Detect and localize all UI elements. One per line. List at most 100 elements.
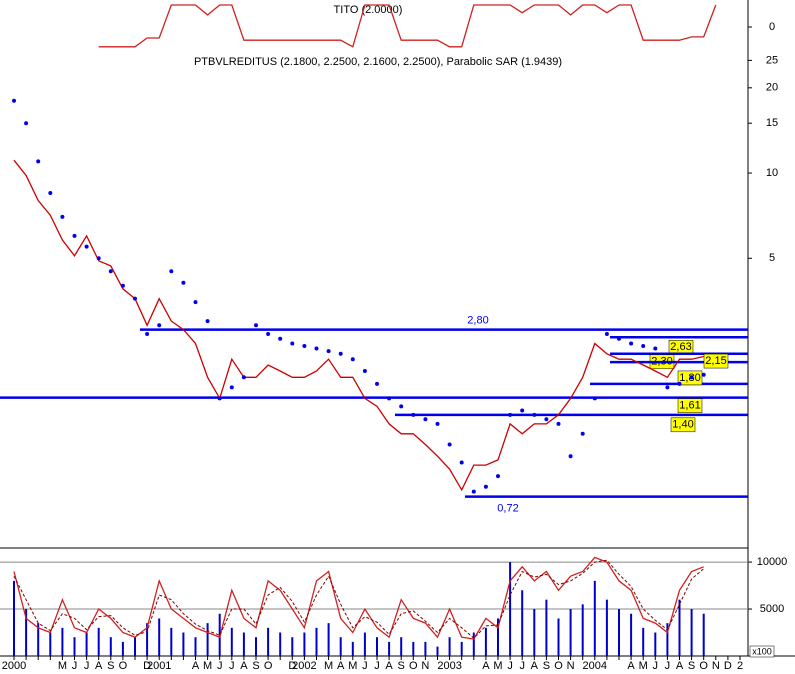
x-tick-label: O xyxy=(119,660,128,672)
sar-dot xyxy=(435,421,440,426)
sar-dot xyxy=(653,346,658,351)
volume-bar xyxy=(182,632,185,656)
volume-bar xyxy=(509,562,512,656)
y-tick-label: 5 xyxy=(769,252,775,264)
x-tick-label: M xyxy=(493,660,502,672)
x-tick-label: A xyxy=(385,660,393,672)
x-tick-label: D xyxy=(143,660,151,672)
volume-bar xyxy=(521,590,524,656)
x-tick-label: A xyxy=(240,660,248,672)
volume-bar xyxy=(388,641,391,656)
y-tick-label: 25 xyxy=(766,54,778,66)
sar-dot xyxy=(217,396,222,401)
sar-dot xyxy=(508,412,513,417)
volume-bar xyxy=(339,637,342,656)
sar-dot xyxy=(423,417,428,422)
sar-dot xyxy=(96,256,101,261)
sar-dot xyxy=(266,332,271,337)
volume-bar xyxy=(121,641,124,656)
level-label-box xyxy=(677,398,703,413)
volume-bar xyxy=(666,623,669,656)
sar-dot xyxy=(169,269,174,274)
sar-dot xyxy=(314,346,319,351)
y-tick-label: 20 xyxy=(766,82,778,94)
volume-bar xyxy=(654,632,657,656)
x-tick-label: A xyxy=(482,660,490,672)
volume-bar xyxy=(230,627,233,656)
x-tick-label: 2002 xyxy=(292,660,316,672)
sar-dot xyxy=(447,442,452,447)
sar-dot xyxy=(120,283,125,288)
x-tick-label: J xyxy=(507,660,513,672)
x-tick-label: O xyxy=(264,660,273,672)
volume-bar xyxy=(581,604,584,656)
sar-dot xyxy=(181,280,186,285)
sar-dot xyxy=(604,332,609,337)
sar-dot xyxy=(617,336,621,341)
x-tick-label: 2000 xyxy=(2,660,26,672)
x-tick-label: 2 xyxy=(737,660,743,672)
x-tick-label: M xyxy=(348,660,357,672)
volume-bar xyxy=(618,609,620,656)
y-tick-label: 10000 xyxy=(757,556,788,568)
x-tick-label: A xyxy=(676,660,684,672)
volume-bar xyxy=(690,609,693,656)
volume-bar xyxy=(593,580,596,656)
volume-bar xyxy=(158,618,161,656)
x-tick-label: J xyxy=(362,660,368,672)
sar-dot xyxy=(193,300,198,305)
series-line xyxy=(98,4,717,48)
sar-dot xyxy=(157,323,162,328)
x-tick-label: 2003 xyxy=(437,660,461,672)
sar-dot xyxy=(36,159,41,164)
sar-dot xyxy=(580,431,585,436)
volume-bar xyxy=(400,637,403,656)
volume-bar xyxy=(472,632,475,656)
x-tick-label: J xyxy=(374,660,380,672)
volume-bar xyxy=(242,632,245,656)
sar-dot xyxy=(592,396,597,401)
x-tick-label: M xyxy=(324,660,333,672)
volume-bar xyxy=(642,627,645,656)
volume-bar xyxy=(13,580,15,656)
x-tick-label: A xyxy=(627,660,635,672)
sar-dot xyxy=(229,385,234,390)
volume-bar xyxy=(557,618,560,656)
unit-label: x100 xyxy=(752,646,772,656)
volume-bar xyxy=(97,627,100,656)
panel-title: PTBVLREDITUS (2.1800, 2.2500, 2.1600, 2.… xyxy=(194,56,562,68)
sar-dot xyxy=(556,421,561,426)
volume-bar xyxy=(630,613,633,656)
x-tick-label: 2004 xyxy=(583,660,607,672)
sar-dot xyxy=(496,474,500,479)
series-line xyxy=(13,556,704,640)
sar-dot xyxy=(568,454,573,459)
volume-bar xyxy=(351,641,354,656)
volume-bar xyxy=(73,637,76,656)
x-tick-label: J xyxy=(665,660,671,672)
sar-dot xyxy=(544,417,549,422)
volume-bar xyxy=(569,609,572,656)
level-label-box xyxy=(670,417,696,433)
volume-bar xyxy=(460,641,463,656)
sar-dot xyxy=(326,349,331,354)
sar-dot xyxy=(48,191,53,196)
sar-dot xyxy=(471,489,476,494)
sar-dot xyxy=(483,484,488,489)
sar-dot xyxy=(84,244,89,249)
sar-dot xyxy=(24,121,29,126)
level-label: 0,72 xyxy=(497,502,518,514)
volume-bar xyxy=(134,637,136,656)
volume-bar xyxy=(424,641,427,656)
y-tick-label: 10 xyxy=(766,167,778,179)
sar-dot xyxy=(133,296,137,301)
x-tick-label: O xyxy=(699,660,708,672)
x-tick-label: J xyxy=(72,660,78,672)
sar-dot xyxy=(629,341,634,346)
x-tick-label: N xyxy=(567,660,575,672)
series-line xyxy=(13,159,704,492)
volume-bar xyxy=(194,637,197,656)
x-tick-label: D xyxy=(724,660,732,672)
x-tick-label: A xyxy=(192,660,200,672)
level-label: 2,63 xyxy=(670,341,691,353)
